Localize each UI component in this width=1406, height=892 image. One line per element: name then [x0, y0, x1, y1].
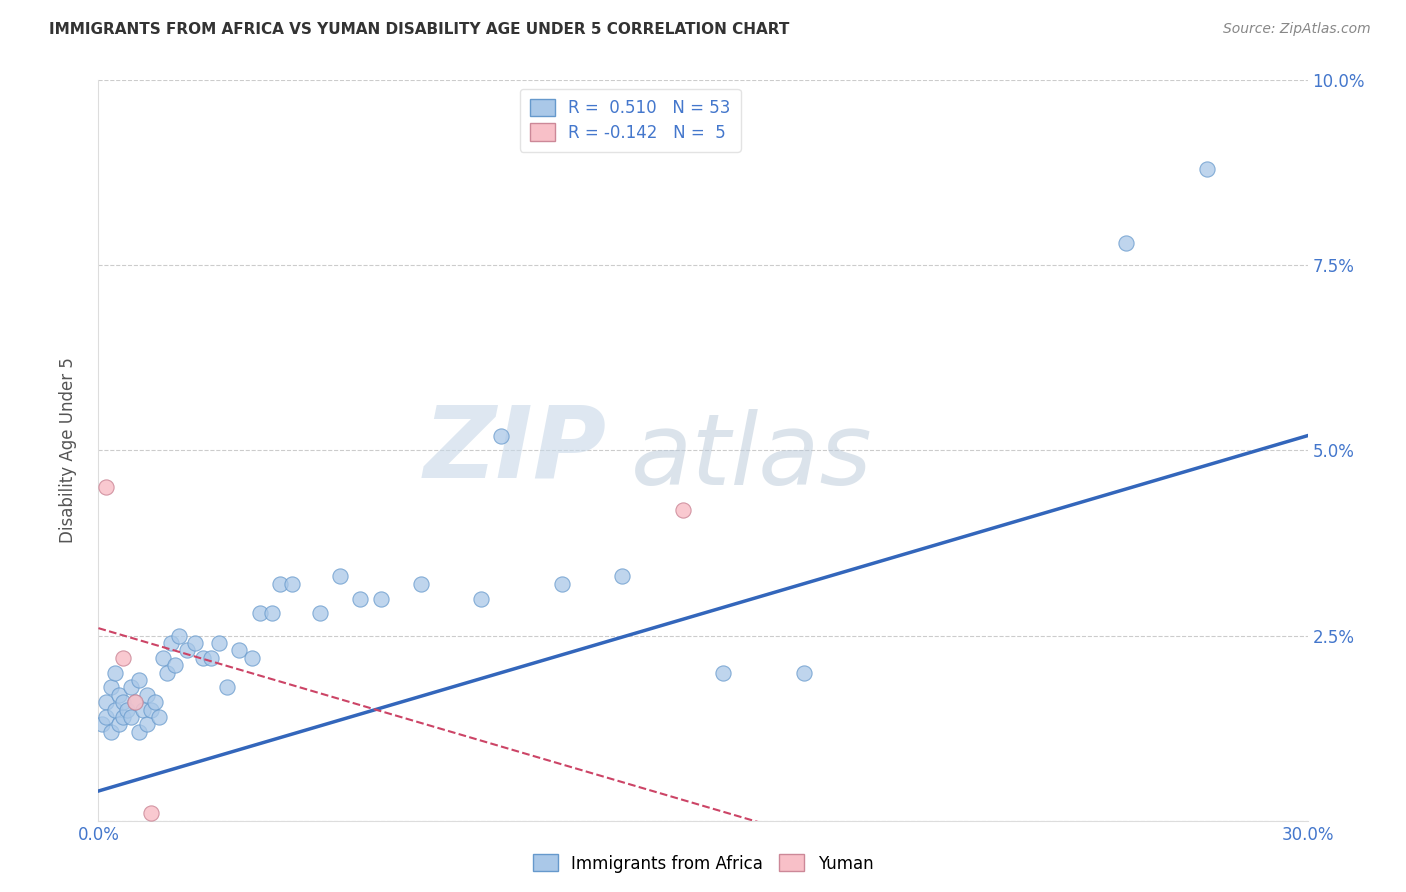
Point	[329, 569, 352, 583]
Point	[111, 710, 134, 724]
Point	[120, 681, 142, 695]
Point	[1115, 236, 1137, 251]
Point	[148, 710, 170, 724]
Point	[128, 673, 150, 687]
Point	[228, 643, 250, 657]
Point	[612, 569, 634, 583]
Point	[208, 636, 231, 650]
Point	[793, 665, 815, 680]
Point	[409, 576, 432, 591]
Point	[107, 717, 129, 731]
Point	[111, 650, 134, 665]
Point	[139, 703, 162, 717]
Point	[167, 628, 190, 642]
Point	[184, 636, 207, 650]
Point	[200, 650, 222, 665]
Text: ZIP: ZIP	[423, 402, 606, 499]
Point	[91, 717, 114, 731]
Point	[152, 650, 174, 665]
Point	[124, 695, 146, 709]
Point	[120, 710, 142, 724]
Point	[269, 576, 291, 591]
Point	[143, 695, 166, 709]
Point	[96, 710, 118, 724]
Point	[711, 665, 734, 680]
Point	[551, 576, 574, 591]
Point	[491, 428, 513, 442]
Point	[100, 724, 122, 739]
Point	[370, 591, 392, 606]
Point	[470, 591, 492, 606]
Text: IMMIGRANTS FROM AFRICA VS YUMAN DISABILITY AGE UNDER 5 CORRELATION CHART: IMMIGRANTS FROM AFRICA VS YUMAN DISABILI…	[49, 22, 790, 37]
Text: atlas: atlas	[630, 409, 872, 507]
Point	[132, 703, 155, 717]
Point	[111, 695, 134, 709]
Point	[193, 650, 215, 665]
Point	[672, 502, 695, 516]
Point	[135, 688, 157, 702]
Point	[156, 665, 179, 680]
Point	[309, 607, 332, 621]
Point	[240, 650, 263, 665]
Point	[163, 658, 186, 673]
Point	[260, 607, 283, 621]
Point	[217, 681, 239, 695]
Point	[176, 643, 198, 657]
Point	[96, 695, 118, 709]
Point	[100, 681, 122, 695]
Point	[115, 703, 138, 717]
Point	[160, 636, 183, 650]
Legend: Immigrants from Africa, Yuman: Immigrants from Africa, Yuman	[526, 847, 880, 880]
Y-axis label: Disability Age Under 5: Disability Age Under 5	[59, 358, 77, 543]
Point	[249, 607, 271, 621]
Point	[128, 724, 150, 739]
Point	[1195, 162, 1218, 177]
Point	[349, 591, 371, 606]
Point	[124, 695, 146, 709]
Point	[139, 806, 162, 821]
Point	[135, 717, 157, 731]
Text: Source: ZipAtlas.com: Source: ZipAtlas.com	[1223, 22, 1371, 37]
Point	[281, 576, 304, 591]
Point	[107, 688, 129, 702]
Legend: R =  0.510   N = 53, R = -0.142   N =  5: R = 0.510 N = 53, R = -0.142 N = 5	[520, 88, 741, 152]
Point	[96, 481, 118, 495]
Point	[103, 703, 125, 717]
Point	[103, 665, 125, 680]
